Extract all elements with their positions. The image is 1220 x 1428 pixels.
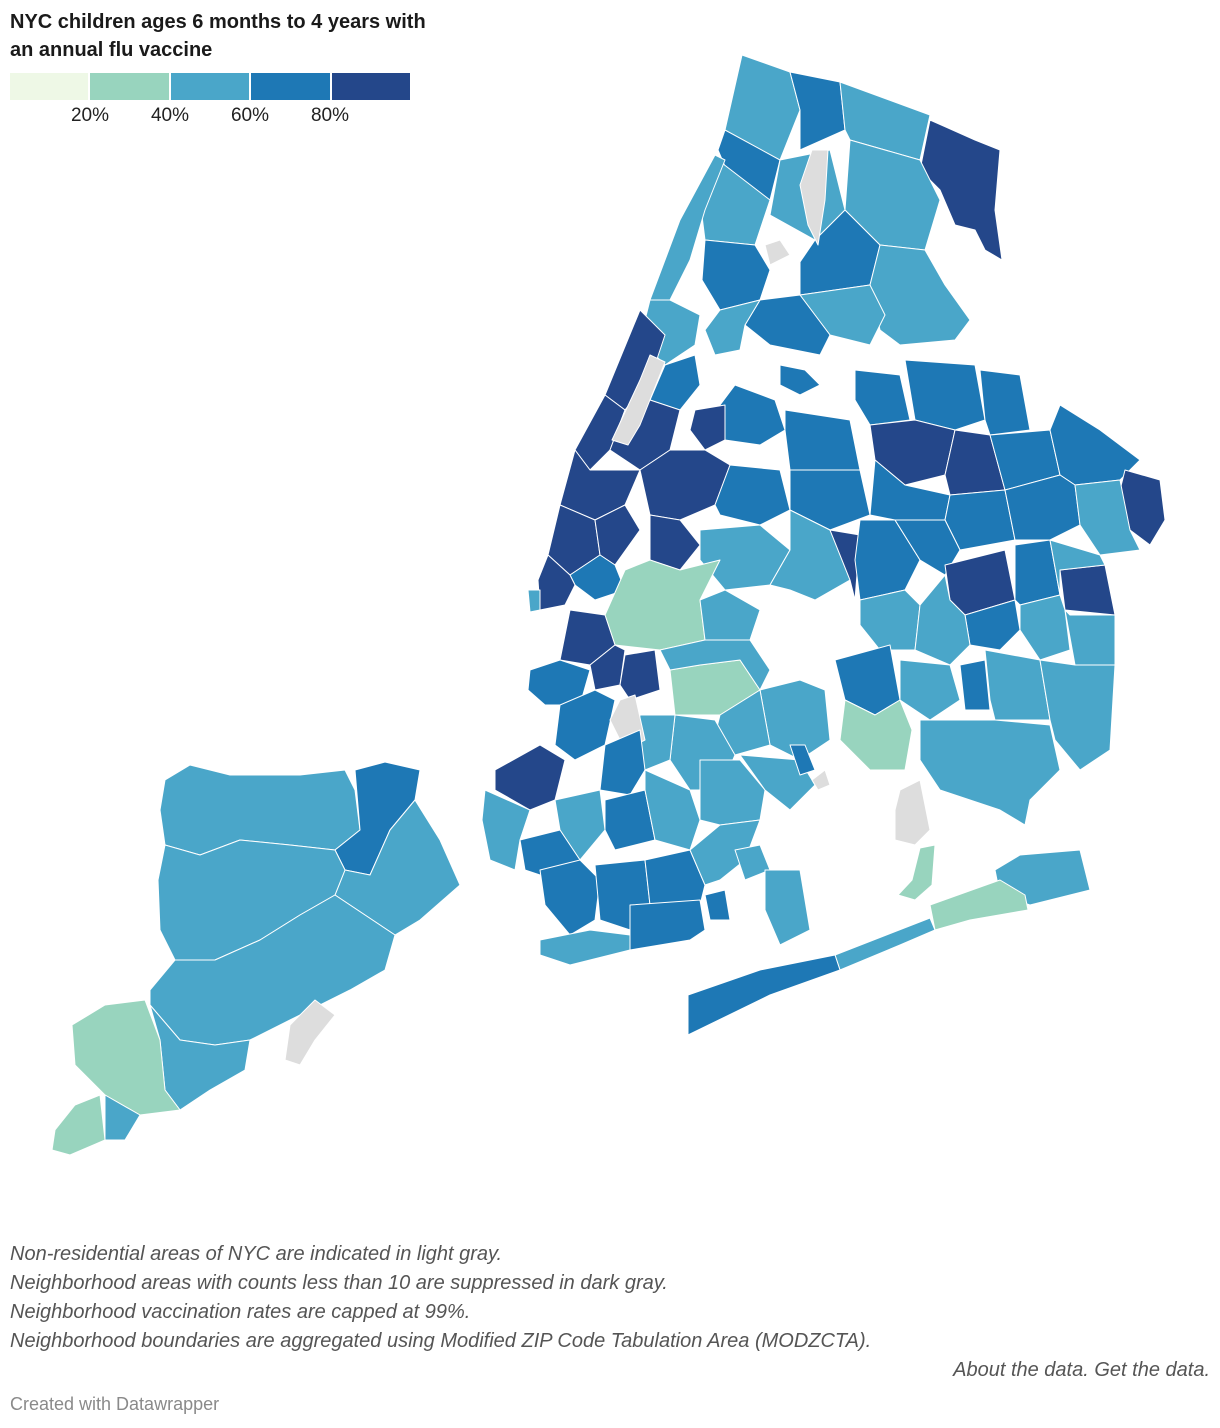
map-region[interactable] <box>539 859 601 936</box>
map-region[interactable] <box>687 954 841 1036</box>
legend-tick-40: 40% <box>150 105 190 126</box>
map-region[interactable] <box>704 299 761 356</box>
map-region[interactable] <box>959 659 991 711</box>
map-region[interactable] <box>869 244 971 346</box>
non-residential-area <box>611 354 666 446</box>
map-region[interactable] <box>594 504 641 566</box>
borough-bronx <box>699 54 1003 356</box>
map-region[interactable] <box>1059 564 1116 616</box>
data-links: About the data. Get the data. <box>10 1356 1210 1385</box>
map-region[interactable] <box>104 1094 141 1141</box>
non-residential-area <box>764 239 791 266</box>
map-region[interactable] <box>71 999 181 1116</box>
map-region[interactable] <box>829 529 861 601</box>
non-residential-area <box>799 149 829 246</box>
map-region[interactable] <box>701 239 771 311</box>
about-data-link[interactable]: About the data. <box>953 1359 1089 1381</box>
legend-tick-60: 60% <box>230 105 270 126</box>
map-region[interactable] <box>919 719 1061 826</box>
map-region[interactable] <box>699 589 761 641</box>
map-region[interactable] <box>554 789 606 861</box>
map-region[interactable] <box>689 404 726 451</box>
legend-tick-80: 80% <box>310 105 350 126</box>
footnote-suppressed: Neighborhood areas with counts less than… <box>10 1272 668 1294</box>
map-region[interactable] <box>839 699 913 771</box>
map-region[interactable] <box>979 369 1031 436</box>
map-region[interactable] <box>649 154 726 301</box>
footnote-boundaries: Neighborhood boundaries are aggregated u… <box>10 1330 872 1352</box>
get-data-link[interactable]: Get the data. <box>1094 1359 1210 1381</box>
footnote-capped: Neighborhood vaccination rates are cappe… <box>10 1301 471 1323</box>
borough-queens <box>639 359 1166 1036</box>
map-region[interactable] <box>629 899 706 951</box>
color-legend: 20% 40% 60% 80% <box>10 73 411 133</box>
map-region[interactable] <box>859 589 921 651</box>
map-region[interactable] <box>537 554 576 611</box>
borough-manhattan <box>527 154 726 613</box>
nyc-choropleth-map <box>51 54 1166 1156</box>
map-region[interactable] <box>897 844 936 901</box>
map-region[interactable] <box>619 649 661 701</box>
map-region[interactable] <box>854 369 911 426</box>
map-region[interactable] <box>649 514 701 571</box>
map-region[interactable] <box>1049 539 1106 596</box>
map-region[interactable] <box>919 119 1003 261</box>
map-region[interactable] <box>719 384 786 446</box>
map-region[interactable] <box>639 449 731 521</box>
borough-staten-island <box>51 761 461 1156</box>
map-region[interactable] <box>51 1094 106 1156</box>
footnote-non-residential: Non-residential areas of NYC are indicat… <box>10 1243 503 1265</box>
map-region[interactable] <box>984 649 1051 721</box>
map-region[interactable] <box>599 729 646 796</box>
legend-swatch-80-100 <box>331 73 411 100</box>
non-residential-area <box>284 999 336 1066</box>
map-region[interactable] <box>1019 594 1071 661</box>
map-region[interactable] <box>1074 479 1141 556</box>
non-residential-area <box>811 769 831 791</box>
map-region[interactable] <box>779 364 821 396</box>
map-region[interactable] <box>539 929 631 966</box>
map-region[interactable] <box>899 659 961 721</box>
map-title: NYC children ages 6 months to 4 years wi… <box>10 11 426 61</box>
map-region[interactable] <box>527 589 541 613</box>
borough-brooklyn <box>481 559 831 966</box>
map-region[interactable] <box>574 394 626 471</box>
footnotes: Non-residential areas of NYC are indicat… <box>10 1240 1210 1385</box>
map-region[interactable] <box>764 869 811 946</box>
legend-bar <box>10 73 411 100</box>
map-region[interactable] <box>644 849 706 906</box>
datawrapper-credit[interactable]: Created with Datawrapper <box>10 1394 220 1414</box>
legend-tick-20: 20% <box>70 105 110 126</box>
map-region[interactable] <box>944 489 1016 551</box>
map-region[interactable] <box>1039 659 1116 771</box>
map-region[interactable] <box>914 574 971 666</box>
map-region[interactable] <box>904 359 986 431</box>
map-region[interactable] <box>789 469 871 531</box>
map-region[interactable] <box>834 917 936 971</box>
map-region[interactable] <box>704 889 731 921</box>
map-region[interactable] <box>789 744 816 776</box>
map-region[interactable] <box>481 789 531 871</box>
non-residential-area <box>894 779 931 846</box>
map-region[interactable] <box>894 519 961 576</box>
map-region[interactable] <box>604 789 656 851</box>
legend-swatch-40-60 <box>170 73 252 100</box>
legend-swatch-60-80 <box>251 73 332 100</box>
map-region[interactable] <box>739 754 816 811</box>
legend-swatch-20-40 <box>90 73 171 100</box>
legend-swatch-0-20 <box>10 73 91 100</box>
map-region[interactable] <box>929 879 1029 931</box>
map-region[interactable] <box>1064 609 1116 666</box>
map-region[interactable] <box>714 464 791 526</box>
map-region[interactable] <box>789 71 846 151</box>
